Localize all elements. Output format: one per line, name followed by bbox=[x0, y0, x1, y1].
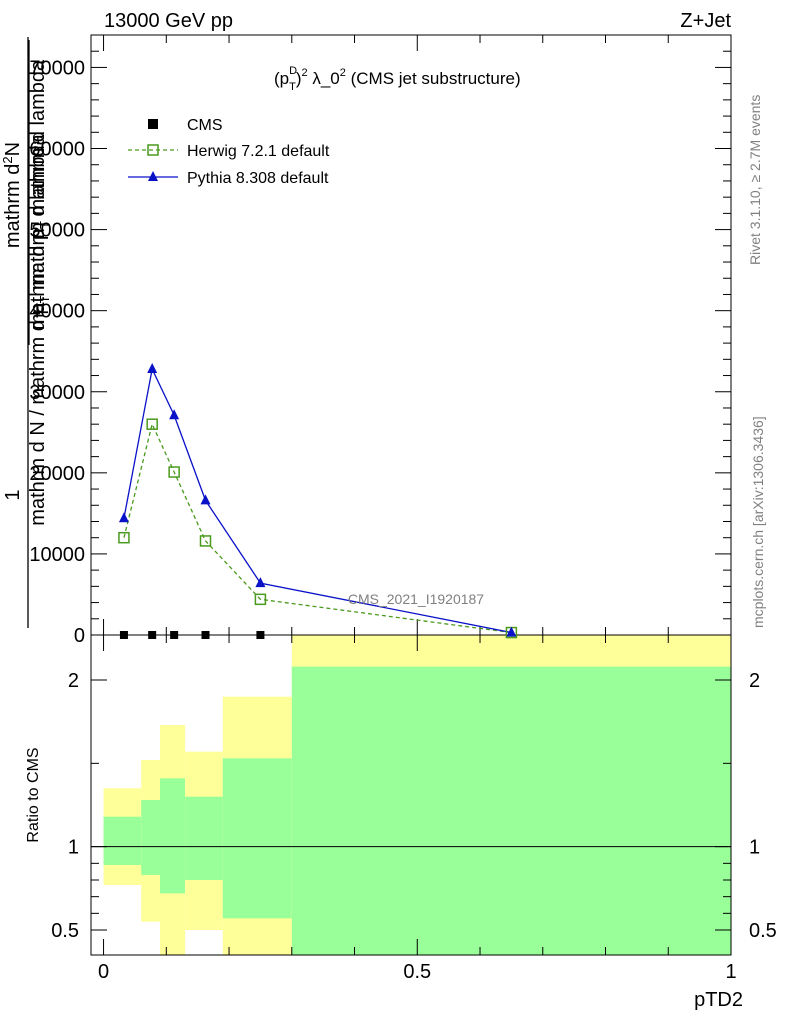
rivet-label: Rivet 3.1.10, ≥ 2.7M events bbox=[747, 95, 763, 265]
herwig-point bbox=[118, 531, 130, 544]
ratio-ytick-label-left-2: 2 bbox=[68, 670, 79, 692]
main-ticks: 0 10000 20000 30000 40000 50000 60000 70000 bbox=[29, 35, 732, 647]
main-ytick-label-0: 0 bbox=[74, 625, 85, 647]
legend-herwig-marker bbox=[147, 144, 159, 156]
title-pre: (p bbox=[274, 69, 289, 88]
pythia-point bbox=[255, 577, 266, 588]
mcplots-label: mcplots.cern.ch [arXiv:1306.3436] bbox=[750, 416, 766, 628]
ratio-band-green-2 bbox=[160, 778, 186, 894]
ratio-band-green-0 bbox=[103, 816, 142, 865]
cms-point bbox=[148, 631, 157, 639]
title-sup2: 2 bbox=[301, 67, 307, 79]
ratio-ticks: 0.5 0.5 1 1 2 2 0 0.5 1 bbox=[51, 635, 777, 983]
title-post1: λ_0 bbox=[308, 69, 340, 88]
series-layer bbox=[118, 363, 518, 639]
herwig-point bbox=[146, 418, 158, 430]
ylabel-overlay-denominator: mathrm d pT mathrm d lambda bbox=[27, 59, 52, 330]
xtick-label-0: 0 bbox=[98, 961, 109, 983]
ratio-bands bbox=[91, 635, 731, 955]
ratio-ytick-label-left-1: 1 bbox=[68, 837, 79, 859]
title-sup1: D bbox=[289, 65, 297, 77]
ratio-ytick-label-left-0: 0.5 bbox=[51, 920, 79, 942]
herwig-point bbox=[168, 466, 180, 478]
cms-point bbox=[170, 631, 179, 639]
ratio-frame bbox=[90, 634, 732, 956]
pythia-point bbox=[118, 512, 129, 523]
legend-cms-label: CMS bbox=[187, 117, 223, 134]
main-ytick-label-4: 40000 bbox=[29, 301, 85, 323]
ratio-ytick-label-right-2: 2 bbox=[749, 670, 760, 692]
pythia-point bbox=[147, 363, 158, 374]
title-mid: ) bbox=[296, 69, 302, 88]
energy-label: 13000 GeV pp bbox=[104, 10, 233, 32]
pythia-line bbox=[123, 366, 512, 634]
main-ytick-label-6: 60000 bbox=[29, 139, 85, 161]
cms-point bbox=[256, 631, 265, 639]
legend-cms-marker bbox=[148, 119, 158, 129]
herwig-point bbox=[199, 535, 212, 547]
pythia-point bbox=[506, 626, 517, 637]
ratio-band-green-1 bbox=[141, 800, 161, 875]
xtick-label-2: 1 bbox=[725, 961, 736, 983]
legend-herwig-label: Herwig 7.2.1 default bbox=[187, 143, 330, 160]
main-ytick-label-2: 20000 bbox=[29, 463, 85, 485]
y-axis-label-ratio: Ratio to CMS bbox=[25, 747, 42, 842]
ylabel-one: 1 bbox=[2, 489, 24, 500]
legend-pythia-label: Pythia 8.308 default bbox=[187, 170, 329, 187]
ratio-ytick-label-right-1: 1 bbox=[749, 837, 760, 859]
main-ytick-label-7: 70000 bbox=[29, 57, 85, 79]
y-axis-label-main: 1 mathrm d N / mathrm d pT mathrm d lamb… bbox=[0, 37, 52, 628]
main-ytick-label-5: 50000 bbox=[29, 220, 85, 242]
pythia-point bbox=[200, 494, 211, 505]
legend-pythia-marker bbox=[148, 171, 158, 181]
ratio-band-green-5 bbox=[291, 666, 731, 955]
legend: CMS Herwig 7.2.1 default Pythia 8.308 de… bbox=[128, 117, 330, 187]
title-sub1: T bbox=[289, 81, 296, 93]
ratio-band-green-3 bbox=[185, 796, 223, 880]
herwig-line bbox=[123, 422, 512, 634]
herwig-point bbox=[254, 593, 267, 606]
plot-title: (pD T)2 λ_02 (CMS jet substructure) bbox=[274, 65, 521, 93]
process-label: Z+Jet bbox=[680, 10, 731, 32]
ylabel-denominator: mathrm d N / mathrm d pT mathrm d lambda bbox=[27, 133, 52, 525]
xtick-label-1: 0.5 bbox=[403, 961, 431, 983]
cms-point bbox=[201, 631, 210, 639]
main-ytick-label-1: 10000 bbox=[29, 544, 85, 566]
title-sup3: 2 bbox=[340, 67, 346, 79]
x-axis-label: pTD2 bbox=[694, 989, 743, 1011]
cms-point bbox=[119, 631, 128, 639]
title-post2: (CMS jet substructure) bbox=[346, 69, 521, 88]
ratio-band-green-4 bbox=[222, 758, 292, 919]
main-ytick-label-3: 30000 bbox=[29, 382, 85, 404]
ratio-ytick-label-right-0: 0.5 bbox=[749, 920, 777, 942]
pythia-point bbox=[169, 409, 180, 420]
ylabel-overlay-numerator: mathrm d2N bbox=[0, 142, 24, 248]
analysis-watermark: CMS_2021_I1920187 bbox=[348, 591, 484, 607]
